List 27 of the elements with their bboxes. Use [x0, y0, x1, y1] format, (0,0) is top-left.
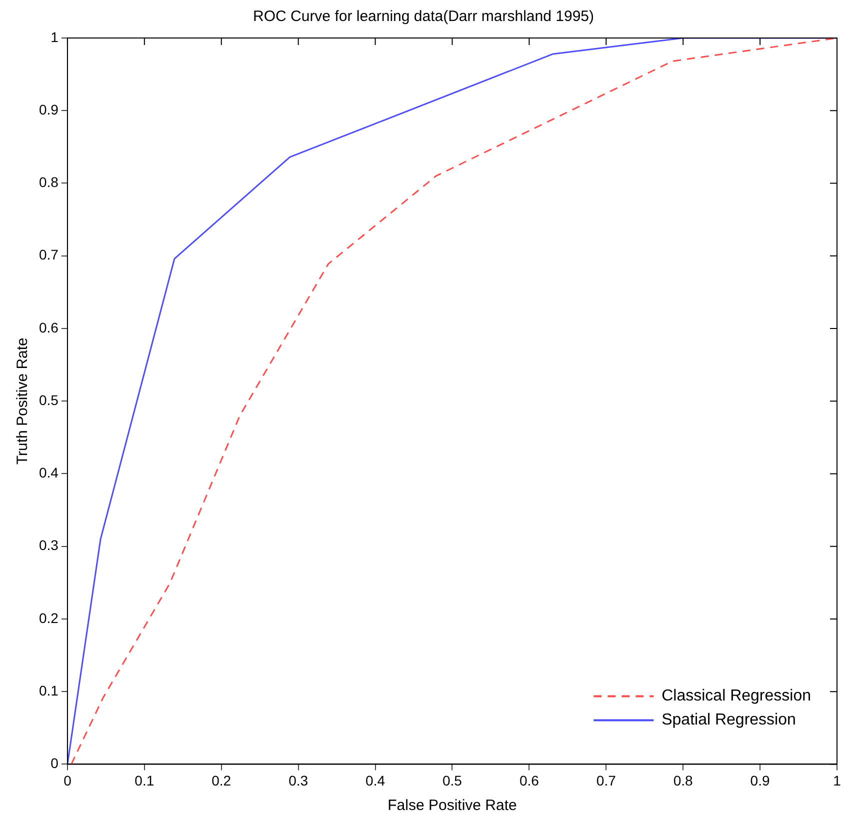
x-tick-label: 0.9: [750, 772, 770, 788]
y-tick-label: 0.2: [38, 610, 59, 626]
x-tick-label: 1: [833, 772, 842, 788]
y-tick-label: 0.8: [38, 174, 59, 190]
x-axis-title: False Positive Rate: [388, 797, 517, 814]
y-tick-label: 0.4: [38, 464, 59, 481]
x-tick-label: 0.6: [519, 772, 540, 788]
y-tick-label: 0: [50, 755, 59, 772]
y-tick-label: 0.9: [38, 101, 59, 118]
x-tick-label: 0.4: [366, 772, 386, 788]
x-tick-label: 0.1: [134, 772, 154, 788]
y-tick-label: 0.7: [38, 246, 59, 263]
legend-label: Classical Regression: [662, 688, 811, 705]
x-tick-label: 0.7: [596, 772, 616, 788]
y-axis-title: Truth Positive Rate: [14, 338, 32, 465]
x-tick-label: 0.5: [442, 772, 462, 788]
y-tick-label: 1: [50, 28, 59, 45]
x-tick-label: 0.2: [212, 772, 232, 788]
y-tick-label: 0.3: [38, 537, 59, 554]
x-tick-label: 0.8: [673, 772, 694, 788]
chart-title: ROC Curve for learning data(Darr marshland 1995): [253, 8, 594, 26]
legend-label: Spatial Regression: [662, 712, 796, 729]
y-tick-label: 0.5: [38, 392, 59, 408]
y-tick-label: 0.1: [38, 682, 59, 698]
x-tick-label: 0: [64, 772, 72, 788]
x-tick-label: 0.3: [288, 772, 308, 788]
y-tick-label: 0.6: [38, 319, 59, 336]
